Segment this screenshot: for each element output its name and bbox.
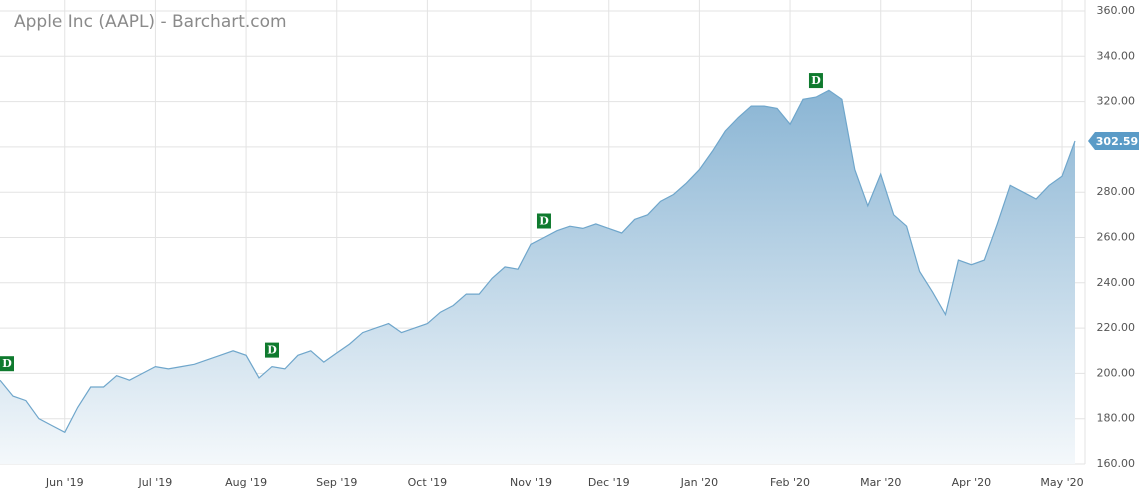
x-tick-label: Aug '19: [225, 476, 267, 489]
y-tick-label: 320.00: [1097, 95, 1136, 108]
y-tick-label: 340.00: [1097, 49, 1136, 62]
price-line: [0, 89, 1076, 434]
x-tick-label: Sep '19: [316, 476, 357, 489]
chart-title: Apple Inc (AAPL) - Barchart.com: [14, 12, 287, 32]
dividend-marker: [0, 356, 14, 372]
x-tick-label: Nov '19: [510, 476, 552, 489]
y-tick-label: 180.00: [1097, 412, 1136, 425]
y-tick-label: 360.00: [1097, 4, 1136, 17]
dividend-marker: [808, 73, 823, 89]
x-tick-label: Oct '19: [408, 476, 448, 489]
y-tick-label: 240.00: [1097, 276, 1136, 289]
y-tick-label: 220.00: [1097, 321, 1136, 334]
y-tick-label: 160.00: [1097, 457, 1136, 470]
area: [0, 90, 1075, 465]
x-tick-label: Jul '19: [138, 476, 173, 489]
y-tick-label: 280.00: [1097, 185, 1136, 198]
dividend-marker: [264, 342, 279, 358]
last-price-badge: [1088, 132, 1139, 151]
dividend-label: D: [2, 357, 12, 370]
y-tick-label: 260.00: [1097, 231, 1136, 244]
x-tick-label: Jun '19: [45, 476, 84, 489]
x-tick-label: Dec '19: [588, 476, 630, 489]
dividend-label: D: [267, 344, 277, 357]
x-tick-label: Jan '20: [680, 476, 718, 489]
dividend-label: D: [539, 215, 549, 228]
dividend-marker: [536, 213, 551, 229]
dividend-label: D: [811, 74, 821, 87]
x-tick-label: Apr '20: [952, 476, 992, 489]
x-tick-label: May '20: [1040, 476, 1083, 489]
x-tick-label: Feb '20: [770, 476, 810, 489]
last-price-label: 302.59: [1096, 135, 1138, 148]
x-tick-label: Mar '20: [860, 476, 901, 489]
y-tick-label: 200.00: [1097, 366, 1136, 379]
